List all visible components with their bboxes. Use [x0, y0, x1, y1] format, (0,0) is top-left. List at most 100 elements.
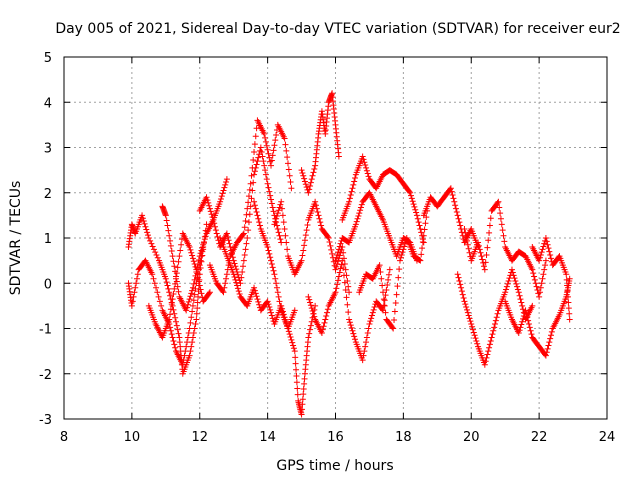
- data-point: [416, 257, 423, 264]
- data-point: [269, 152, 276, 159]
- data-point: [525, 317, 532, 324]
- data-point: [167, 311, 174, 318]
- data-point: [269, 204, 276, 211]
- data-point: [538, 249, 545, 256]
- data-point: [217, 198, 224, 205]
- data-point: [224, 233, 231, 240]
- series-sat-l: [339, 153, 427, 246]
- data-point: [220, 187, 227, 194]
- data-point: [307, 299, 314, 306]
- data-point: [526, 324, 533, 331]
- data-point: [536, 254, 543, 261]
- data-point: [144, 232, 151, 239]
- data-point: [172, 273, 179, 280]
- data-point: [166, 316, 173, 323]
- data-point: [355, 212, 362, 219]
- data-point: [266, 304, 273, 311]
- data-point: [164, 282, 171, 289]
- data-point: [484, 244, 491, 251]
- data-point: [223, 275, 230, 282]
- data-point: [482, 259, 489, 266]
- data-point: [536, 257, 543, 264]
- data-point: [542, 235, 549, 241]
- data-point: [263, 176, 270, 183]
- data-point: [341, 279, 348, 286]
- data-point: [460, 294, 467, 301]
- data-point: [150, 246, 157, 253]
- data-point: [249, 187, 256, 194]
- data-point: [477, 249, 484, 256]
- data-point: [294, 385, 301, 392]
- data-point: [336, 243, 343, 250]
- data-point: [169, 334, 176, 341]
- data-point: [178, 241, 185, 248]
- data-point: [301, 242, 308, 249]
- data-point: [245, 199, 252, 206]
- data-point: [223, 176, 230, 183]
- data-point: [167, 292, 174, 299]
- data-point: [187, 348, 194, 355]
- data-point: [459, 291, 466, 298]
- data-point: [418, 229, 425, 236]
- data-point: [251, 168, 258, 175]
- data-point: [206, 202, 213, 209]
- data-point: [271, 142, 278, 149]
- data-point: [457, 222, 464, 229]
- data-point: [449, 192, 456, 199]
- data-point: [501, 238, 508, 245]
- data-point: [308, 305, 315, 312]
- data-point: [343, 294, 350, 301]
- data-point: [298, 257, 305, 264]
- data-point: [286, 331, 293, 338]
- data-point: [361, 348, 368, 355]
- data-point: [191, 276, 198, 283]
- data-point: [237, 280, 244, 287]
- data-point: [529, 302, 536, 309]
- data-point: [265, 301, 272, 308]
- data-point: [363, 164, 370, 171]
- data-point: [290, 345, 297, 352]
- data-point: [167, 237, 174, 244]
- data-point: [251, 287, 258, 294]
- data-point: [311, 313, 318, 320]
- data-point: [506, 275, 513, 282]
- data-point: [317, 219, 324, 226]
- data-point: [191, 291, 198, 298]
- data-point: [342, 287, 349, 294]
- data-point: [338, 261, 345, 268]
- data-point: [222, 280, 229, 287]
- data-point: [283, 239, 290, 246]
- data-point: [152, 249, 159, 256]
- data-point: [312, 198, 319, 205]
- data-point: [174, 326, 181, 333]
- data-point: [312, 302, 319, 309]
- data-point: [365, 325, 372, 332]
- data-point: [285, 166, 292, 173]
- data-point: [485, 348, 492, 355]
- data-point: [326, 238, 333, 245]
- data-point: [170, 306, 177, 313]
- data-point: [249, 164, 256, 171]
- data-point: [564, 288, 571, 295]
- data-point: [358, 201, 365, 208]
- data-point: [191, 325, 198, 332]
- data-point: [174, 283, 181, 290]
- data-point: [333, 285, 340, 292]
- data-point: [306, 330, 313, 337]
- data-point: [478, 253, 485, 260]
- data-point: [498, 221, 505, 228]
- data-point: [339, 257, 346, 264]
- data-point: [260, 158, 267, 165]
- data-point: [268, 309, 275, 316]
- data-point: [382, 292, 389, 299]
- data-point: [265, 247, 272, 254]
- data-point: [328, 246, 335, 253]
- data-point: [189, 252, 196, 259]
- data-point: [272, 218, 279, 225]
- data-point: [472, 335, 479, 342]
- series-sat-r: [502, 275, 573, 359]
- data-point: [312, 202, 319, 209]
- data-point: [464, 237, 471, 244]
- data-point: [243, 240, 250, 247]
